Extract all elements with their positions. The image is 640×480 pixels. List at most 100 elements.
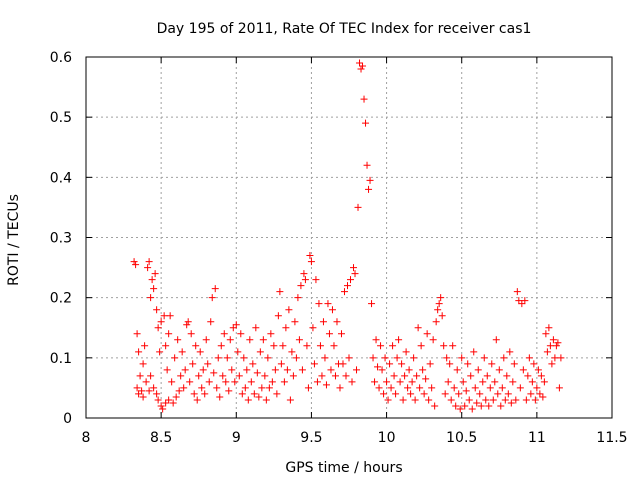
data-point: [258, 384, 266, 392]
data-point: [208, 294, 216, 302]
data-point: [402, 348, 410, 356]
data-point: [495, 366, 503, 374]
data-point: [512, 396, 520, 404]
data-point: [371, 378, 379, 386]
x-tick-labels: 8 8.5 9 9.5 10 10.5 11 11.5: [82, 430, 628, 446]
data-point: [467, 372, 475, 380]
data-point: [183, 321, 191, 329]
y-tick-label: 0.2: [50, 291, 72, 307]
data-points: [130, 59, 565, 413]
data-point: [298, 366, 306, 374]
data-point: [396, 378, 404, 386]
data-point: [244, 396, 252, 404]
data-point: [483, 372, 491, 380]
data-point: [498, 384, 506, 392]
data-point: [304, 384, 312, 392]
data-point: [279, 342, 287, 350]
data-point: [378, 366, 386, 374]
data-point: [211, 285, 219, 293]
data-point: [213, 384, 221, 392]
data-point: [288, 348, 296, 356]
chart-title: Day 195 of 2011, Rate Of TEC Index for r…: [157, 21, 532, 37]
data-point: [345, 354, 353, 362]
data-point: [503, 372, 511, 380]
x-tick-label: 10.5: [446, 430, 477, 446]
data-point: [148, 276, 156, 284]
data-point: [480, 354, 488, 362]
data-point: [232, 321, 240, 329]
data-point: [471, 384, 479, 392]
data-point: [398, 360, 406, 368]
data-point: [235, 372, 243, 380]
data-point: [270, 342, 278, 350]
data-point: [336, 384, 344, 392]
data-point: [410, 354, 418, 362]
data-point: [441, 390, 449, 398]
data-point: [414, 324, 422, 332]
data-point: [555, 384, 563, 392]
data-point: [247, 378, 255, 386]
data-point: [289, 372, 297, 380]
data-point: [356, 59, 364, 67]
data-point: [423, 330, 431, 338]
data-point: [246, 336, 254, 344]
data-point: [417, 342, 425, 350]
data-point: [265, 384, 273, 392]
data-point: [184, 318, 192, 326]
data-point: [268, 378, 276, 386]
data-point: [256, 348, 264, 356]
data-point: [255, 393, 263, 401]
data-point: [474, 366, 482, 374]
data-point: [390, 372, 398, 380]
data-point: [519, 366, 527, 374]
data-point: [551, 354, 559, 362]
data-point: [306, 252, 314, 260]
data-point: [205, 378, 213, 386]
data-point: [294, 294, 302, 302]
data-point: [477, 402, 485, 410]
data-point: [147, 372, 155, 380]
data-point: [319, 318, 327, 326]
data-point: [249, 360, 257, 368]
data-point: [156, 348, 164, 356]
data-point: [426, 360, 434, 368]
data-point: [318, 372, 326, 380]
data-point: [168, 378, 176, 386]
data-point: [181, 366, 189, 374]
data-point: [327, 366, 335, 374]
data-point: [449, 342, 457, 350]
data-point: [339, 360, 347, 368]
y-tick-labels: 0 0.1 0.2 0.3 0.4 0.5 0.6: [50, 50, 72, 427]
data-point: [557, 354, 565, 362]
data-point: [151, 270, 159, 278]
data-point: [476, 390, 484, 398]
data-point: [504, 390, 512, 398]
data-point: [366, 176, 374, 184]
data-point: [348, 378, 356, 386]
data-point: [133, 384, 141, 392]
x-axis-label: GPS time / hours: [285, 460, 402, 476]
data-point: [219, 372, 227, 380]
data-point: [328, 306, 336, 314]
data-point: [444, 378, 452, 386]
data-point: [262, 396, 270, 404]
data-point: [509, 378, 517, 386]
data-point: [456, 405, 464, 413]
data-point: [226, 336, 234, 344]
data-point: [253, 369, 261, 377]
data-point: [536, 390, 544, 398]
data-point: [489, 396, 497, 404]
data-point: [387, 384, 395, 392]
data-point: [343, 282, 351, 290]
data-point: [485, 402, 493, 410]
data-point: [297, 282, 305, 290]
data-point: [186, 378, 194, 386]
data-point: [543, 348, 551, 356]
data-point: [362, 119, 370, 127]
data-point: [207, 318, 215, 326]
data-point: [316, 342, 324, 350]
data-point: [486, 384, 494, 392]
data-point: [404, 384, 412, 392]
y-tick-label: 0.3: [50, 231, 72, 247]
